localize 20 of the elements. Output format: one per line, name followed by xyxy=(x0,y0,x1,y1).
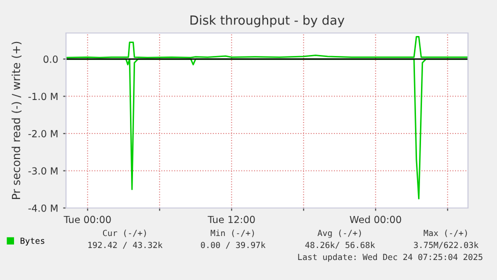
text: 0.00 / 39.97k xyxy=(200,242,266,249)
y-tick-label: -1.0 M xyxy=(28,92,58,100)
text: 48.26k/ 56.68k xyxy=(305,242,375,249)
text: Last update: Wed Dec 24 07:25:04 2025 xyxy=(298,254,482,262)
x-tick-label: Wed 00:00 xyxy=(350,216,402,224)
text: Max (-/+) xyxy=(424,230,467,238)
y-tick-label: -3.0 M xyxy=(28,167,58,175)
text: 3.75M/622.03k xyxy=(414,242,478,249)
chart-title: Disk throughput - by day xyxy=(190,15,344,28)
text: Cur (-/+) xyxy=(102,230,146,238)
y-axis-title: Pr second read (-) / write (+) xyxy=(12,42,22,200)
text: Avg (-/+) xyxy=(318,230,361,238)
y-tick-label: -2.0 M xyxy=(28,130,58,138)
y-tick-label: -4.0 M xyxy=(28,204,58,212)
x-tick-label: Tue 12:00 xyxy=(208,216,255,224)
y-tick-label: 0.0 xyxy=(44,56,58,63)
text: 192.42 / 43.32k xyxy=(88,242,163,249)
text: Min (-/+) xyxy=(210,230,254,238)
x-tick-label: Tue 00:00 xyxy=(64,216,111,224)
legend-label: Bytes xyxy=(20,238,44,246)
